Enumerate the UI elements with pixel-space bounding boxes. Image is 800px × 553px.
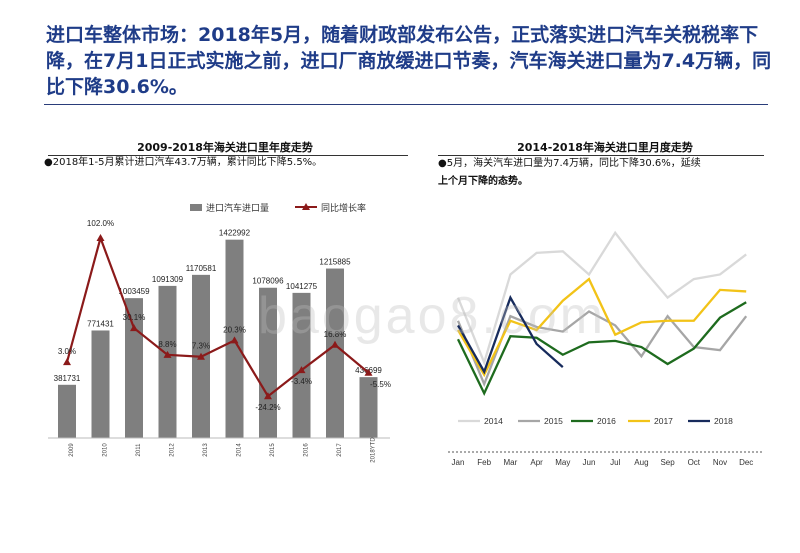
right-title-underline (438, 155, 764, 156)
x-tick-label: 2012 (170, 443, 176, 457)
growth-marker (197, 352, 205, 360)
bar-value-label: 1078096 (252, 277, 284, 286)
growth-marker (364, 368, 373, 376)
bar (259, 287, 277, 438)
left-chart-note: ●2018年1-5月累计进口汽车43.7万辆，累计同比下降5.5%。 (44, 157, 323, 168)
legend-label-2014: 2014 (484, 416, 503, 426)
left-chart-title: 2009-2018年海关进口里年度走势 (137, 141, 313, 154)
x-tick-label: 2011 (136, 443, 142, 457)
right-chart-note-line2: 上个月下降的态势。 (438, 176, 528, 187)
bar (158, 285, 177, 438)
bar-value-label: 1422992 (219, 229, 251, 238)
bar (359, 377, 378, 438)
growth-marker (264, 392, 272, 400)
legend-line-marker (302, 203, 310, 210)
bar-value-label: 1215885 (319, 258, 351, 267)
bar-value-label: 1003459 (118, 287, 150, 296)
series-line-2018 (456, 294, 564, 375)
legend-bar-swatch (190, 204, 202, 211)
bar-value-label: 771431 (87, 319, 114, 328)
legend-label-2018: 2018 (714, 416, 733, 426)
growth-value-label: -24.2% (255, 403, 280, 412)
bar-value-label: 381731 (54, 374, 81, 383)
growth-line (65, 234, 370, 398)
growth-value-label: -3.4% (291, 377, 312, 386)
legend-label-2015: 2015 (544, 416, 563, 426)
bar (91, 330, 110, 438)
bar-value-label: 1170581 (186, 264, 217, 273)
x-tick-label: 2017 (337, 443, 343, 457)
growth-marker (96, 234, 105, 242)
x-tick-label: Mar (504, 458, 518, 467)
growth-value-label: 16.8% (324, 330, 347, 339)
legend-label-2016: 2016 (597, 416, 616, 426)
left-chart: 进口汽车进口量 同比增长率 381731 771431 1003459109130911… (48, 202, 391, 463)
x-tick-label: 2016 (304, 443, 310, 457)
growth-value-label: 7.3% (192, 342, 210, 351)
growth-value-label: 30.1% (123, 313, 146, 322)
series-line-2016 (456, 301, 747, 397)
bar (326, 268, 344, 438)
bar-value-label: 1041275 (286, 282, 318, 291)
x-tick-label: May (555, 458, 570, 467)
x-tick-label: Sep (660, 458, 675, 467)
headline: 进口车整体市场：2018年5月，随着财政部发布公告，正式落实进口汽车关税税率下降… (46, 24, 772, 98)
growth-value-label: -5.5% (370, 380, 391, 389)
x-tick-label: Nov (713, 458, 727, 467)
legend-line-label: 同比增长率 (321, 202, 366, 213)
x-tick-label: 2009 (69, 443, 75, 457)
legend-label-2017: 2017 (654, 416, 673, 426)
series-line-2017 (457, 277, 747, 378)
bar (292, 292, 311, 438)
growth-marker (63, 358, 71, 366)
header-divider (44, 104, 768, 105)
x-tick-label: Jun (583, 458, 596, 467)
x-tick-label: Dec (739, 458, 753, 467)
x-tick-label: 2015 (270, 443, 276, 457)
series-line-2014 (456, 230, 747, 366)
right-chart-title: 2014-2018年海关进口里月度走势 (517, 141, 693, 154)
growth-marker (331, 340, 339, 348)
growth-marker (130, 324, 138, 332)
watermark: baogao8.com (258, 287, 607, 345)
growth-marker (297, 366, 306, 374)
legend-bar-label: 进口汽车进口量 (206, 202, 269, 213)
x-tick-label: 2014 (237, 443, 243, 457)
x-tick-label: 2013 (203, 443, 209, 457)
x-tick-label: Jan (452, 458, 465, 467)
x-tick-label: 2010 (103, 443, 109, 457)
bar (58, 384, 76, 438)
x-tick-label: 2018YTD (371, 437, 377, 463)
x-tick-label: Apr (530, 458, 543, 467)
right-chart-note-line1: ●5月，海关汽车进口量为7.4万辆，同比下降30.6%，延续 (438, 158, 701, 169)
left-title-underline (48, 155, 408, 156)
growth-value-label: 8.8% (158, 340, 176, 349)
bar-value-label: 1091309 (152, 275, 184, 284)
growth-value-label: 3.0% (58, 347, 76, 356)
growth-value-label: 102.0% (87, 219, 114, 228)
growth-value-label: 20.3% (223, 325, 246, 334)
x-tick-label: Jul (610, 458, 620, 467)
x-tick-label: Feb (477, 458, 491, 467)
growth-marker (163, 350, 172, 358)
right-chart: Jan Feb Mar Apr May Jun Jul Aug Sep Oct Nov Dec 2014… (448, 230, 763, 467)
x-tick-label: Aug (634, 458, 648, 467)
x-tick-label: Oct (688, 458, 701, 467)
growth-marker (230, 336, 239, 344)
